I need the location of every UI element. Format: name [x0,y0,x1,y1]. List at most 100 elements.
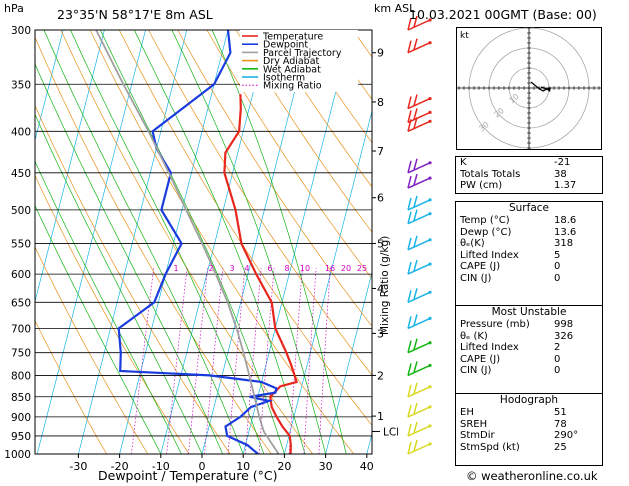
row-label: Totals Totals [460,168,521,180]
mixing-ratio-line [258,268,275,454]
row-value: -21 [554,157,571,168]
dry-adiabat-line [235,30,372,233]
dry-adiabat-line [206,30,372,280]
row-value: 13.6 [554,226,577,238]
km-asl-axis-label: km ASL [374,2,416,15]
mixing-ratio-value-label: 25 [357,264,367,273]
wind-barb-staff [407,177,431,189]
isotherm-line [36,30,146,454]
parcel-trajectory-profile [95,30,280,454]
temp-tick-label: -20 [111,460,129,473]
wind-barb-flag [407,237,412,250]
mixing-ratio-line [188,268,208,454]
row-value: 290° [554,430,579,442]
temp-tick-label: 0 [199,460,206,473]
wind-barb-dot [428,442,432,446]
isotherm-line [325,271,372,454]
wind-barb-flag [413,439,418,452]
wind-barb-staff [407,317,431,330]
wind-barb-flag [407,363,412,376]
wind-barb-dot [428,110,432,114]
hodograph-stats-title: Hodograph [499,394,559,406]
wind-barb-flag [407,175,412,189]
wind-barb-staff [407,443,431,455]
pressure-tick-label: 300 [11,25,31,37]
wind-barb-flag [413,314,418,326]
skewt-diagram: 3003504004505005506006507007508008509009… [4,25,398,473]
wind-barb-column [407,15,432,455]
wind-barb-dot [428,41,432,45]
wind-barb-flag [413,117,418,129]
pressure-tick-label: 400 [11,126,31,138]
row-label: θₑ(K) [460,238,485,250]
temperature-profile [223,94,298,454]
wind-barb-flag [407,40,412,53]
mixing-ratio-value-label: 3 [229,264,234,273]
wind-barb-flag [407,384,412,397]
altitude-tick-label: 6 [377,192,384,205]
wind-barb-dot [428,262,432,266]
hodograph-trace [530,81,549,92]
wind-barb-flag [413,158,418,170]
pressure-tick-label: 650 [11,297,31,309]
altitude-tick-label: 2 [377,369,384,382]
pressure-tick-label: 900 [11,412,31,424]
altitude-tick-label: 7 [377,145,384,158]
wind-barb-flag [413,288,418,300]
wind-barb-staff [407,263,431,275]
isotherm-line [284,109,372,454]
wind-barb-flag [413,382,418,394]
table-row: θₑ (K) 326 [456,331,602,343]
copyright-footer: © weatheronline.co.uk [466,469,598,483]
wind-barb-dot [428,176,432,180]
wind-barb-staff [407,364,431,377]
pressure-tick-label: 800 [11,370,31,382]
mixing-ratio-line [303,268,317,454]
hodograph-stats-table: Hodograph EH 51 SREH 78 StmDir 290° StmSpd … [455,393,603,466]
wind-barb-flag [407,110,412,123]
wind-barb-flag [413,402,418,415]
isotherm-line [35,30,105,303]
row-label: Lifted Index [460,249,519,261]
row-label: Temp (°C) [460,215,510,226]
row-label: Lifted Index [460,342,519,354]
row-label: CAPE (J) [460,261,501,273]
legend-label: Parcel Trajectory [263,48,342,59]
hodograph-unit-label: kt [460,31,469,41]
mixing-ratio-value-label: 20 [341,264,351,273]
mixing-ratio-axis-title: Mixing Ratio (g/kg) [379,235,391,335]
row-label: CIN (J) [460,272,492,284]
wind-barb-dot [428,238,432,242]
pressure-tick-label: 700 [11,323,31,335]
dry-adiabat-line [264,30,372,188]
row-label: CIN (J) [460,365,492,377]
legend-label: Wet Adiabat [263,64,321,75]
mixing-ratio-line [131,268,155,454]
temp-tick-label: 30 [319,460,333,473]
table-row: K -21 [456,157,602,169]
wind-barb-flag [413,235,418,248]
mixing-ratio-line [166,268,188,454]
temp-tick-label: 20 [277,460,291,473]
table-row: SREH 78 [456,419,602,431]
pressure-tick-label: 500 [11,205,31,217]
legend-label: Temperature [262,32,323,43]
row-label: K [460,157,467,168]
wind-barb-flag [407,261,412,275]
table-row: Temp (°C) 18.6 [456,215,602,227]
row-value: 318 [554,238,574,250]
wind-barb-dot [428,198,432,202]
row-value: 5 [554,249,561,261]
altitude-tick-label: 4 [377,282,384,295]
wind-barb-staff [407,386,431,398]
plot-frame [34,29,373,455]
most-unstable-table: Most Unstable Pressure (mb) 998 θₑ (K) 326… [455,305,603,394]
surface-table: Surface Temp (°C) 18.6 Dewp (°C) 13.6 θₑ(K… [455,201,603,306]
wind-barb-flag [413,361,418,373]
row-value: 0 [554,272,561,284]
wind-barb-dot [428,161,432,165]
mixing-ratio-value-label: 10 [300,264,310,273]
wet-adiabat-line [133,30,306,454]
wind-barb-flag [407,290,412,303]
